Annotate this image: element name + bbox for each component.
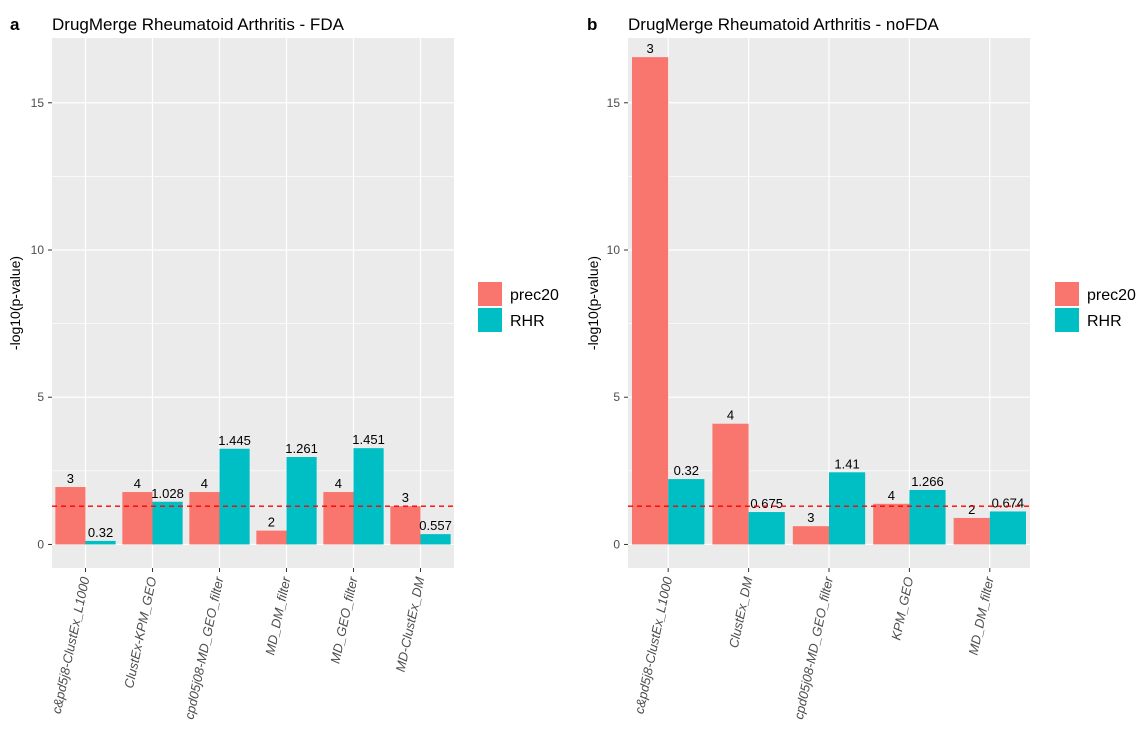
panel-label-a: a bbox=[10, 15, 20, 34]
bar-value-label: 0.675 bbox=[750, 496, 783, 511]
legend-swatch-prec20 bbox=[478, 282, 502, 306]
legend-swatch-rhr bbox=[478, 308, 502, 332]
bar-value-label: 1.028 bbox=[151, 486, 184, 501]
y-tick-label: 10 bbox=[31, 243, 45, 257]
bar-value-label: 4 bbox=[134, 476, 141, 491]
bar-value-label: 3 bbox=[402, 490, 409, 505]
bar-prec20 bbox=[953, 517, 990, 545]
bar-labels-a: 3 4 4 2 4 3 0.32 1.028 1.445 1.261 1.451 0.557 bbox=[67, 432, 452, 540]
plot-background-a bbox=[52, 38, 454, 568]
y-tick-label: 5 bbox=[37, 390, 44, 404]
x-axis-a: c&pd5j8-ClustEx_L1000 ClustEx-KPM_GEO cpd0… bbox=[49, 568, 428, 721]
bar-value-label: 1.445 bbox=[218, 433, 251, 448]
y-axis-label-b: -log10(p-value) bbox=[585, 256, 601, 350]
y-axis-a: 0 5 10 15 bbox=[31, 96, 52, 551]
legend-label-prec20: prec20 bbox=[1087, 287, 1136, 304]
x-tick-label: cpd05j08-MD_GEO_filter bbox=[791, 575, 836, 721]
bar-rhr bbox=[668, 479, 705, 545]
bar-prec20 bbox=[873, 503, 910, 545]
bar-prec20 bbox=[55, 487, 86, 545]
x-tick-label: ClustEx-KPM_GEO bbox=[121, 576, 159, 690]
bar-rhr bbox=[219, 448, 250, 545]
bar-value-label: 0.32 bbox=[674, 463, 699, 478]
y-tick-label: 10 bbox=[607, 243, 621, 257]
bar-value-label: 1.261 bbox=[285, 441, 318, 456]
bar-prec20 bbox=[323, 492, 354, 545]
bar-prec20 bbox=[122, 492, 153, 545]
bar-value-label: 0.674 bbox=[992, 495, 1025, 510]
bar-value-label: 4 bbox=[727, 408, 734, 423]
bar-value-label: 0.32 bbox=[88, 525, 113, 540]
bar-rhr bbox=[152, 501, 183, 545]
y-tick-label: 5 bbox=[613, 390, 620, 404]
bar-rhr bbox=[909, 489, 946, 545]
bar-value-label: 4 bbox=[201, 476, 208, 491]
chart-title-b: DrugMerge Rheumatoid Arthritis - noFDA bbox=[628, 15, 940, 34]
bar-rhr bbox=[748, 512, 785, 545]
bar-value-label: 1.266 bbox=[911, 474, 944, 489]
x-tick-label: MD_DM_filter bbox=[262, 575, 293, 656]
x-tick-label: MD_GEO_filter bbox=[327, 575, 360, 665]
bar-rhr bbox=[286, 456, 317, 545]
bar-value-label: 1.451 bbox=[352, 432, 385, 447]
x-axis-b: c&pd5j8-ClustEx_L1000 ClustEx_DM cpd05j08-… bbox=[631, 568, 997, 721]
bar-rhr bbox=[989, 511, 1026, 545]
x-tick-label: KPM_GEO bbox=[888, 576, 916, 642]
y-tick-label: 0 bbox=[37, 537, 44, 551]
legend-swatch-rhr bbox=[1055, 308, 1079, 332]
y-tick-label: 15 bbox=[31, 96, 45, 110]
chart-title-a: DrugMerge Rheumatoid Arthritis - FDA bbox=[52, 15, 345, 34]
chart-panel-b: b DrugMerge Rheumatoid Arthritis - noFDA… bbox=[585, 15, 1030, 721]
bar-value-label: 3 bbox=[807, 510, 814, 525]
bar-prec20 bbox=[256, 530, 287, 545]
panel-label-b: b bbox=[587, 15, 597, 34]
x-tick-label: MD-ClustEx_DM bbox=[393, 575, 428, 673]
legend-label-prec20: prec20 bbox=[510, 287, 559, 304]
y-axis-label-a: -log10(p-value) bbox=[7, 256, 23, 350]
bar-prec20 bbox=[792, 526, 829, 545]
bar-prec20 bbox=[632, 57, 669, 545]
chart-panel-a: a DrugMerge Rheumatoid Arthritis - FDA 3… bbox=[7, 15, 454, 721]
bars-b bbox=[632, 57, 1026, 545]
bar-prec20 bbox=[712, 423, 749, 545]
x-tick-label: MD_DM_filter bbox=[966, 575, 997, 656]
bar-value-label: 3 bbox=[67, 471, 74, 486]
bar-value-label: 4 bbox=[335, 476, 342, 491]
bar-value-label: 1.41 bbox=[834, 456, 859, 471]
x-tick-label: c&pd5j8-ClustEx_L1000 bbox=[631, 575, 675, 715]
bar-value-label: 2 bbox=[268, 515, 275, 530]
y-tick-label: 15 bbox=[607, 96, 621, 110]
y-tick-label: 0 bbox=[613, 537, 620, 551]
bar-prec20 bbox=[390, 506, 421, 545]
x-tick-label: c&pd5j8-ClustEx_L1000 bbox=[49, 575, 93, 715]
legend-label-rhr: RHR bbox=[510, 313, 545, 330]
bars-a bbox=[55, 448, 451, 545]
legend-a: prec20 RHR bbox=[478, 282, 559, 332]
bar-value-label: 3 bbox=[646, 41, 653, 56]
bar-prec20 bbox=[189, 492, 220, 545]
bar-rhr bbox=[420, 534, 451, 545]
legend-b: prec20 RHR bbox=[1055, 282, 1136, 332]
x-tick-label: ClustEx_DM bbox=[726, 575, 756, 649]
legend-swatch-prec20 bbox=[1055, 282, 1079, 306]
bar-value-label: 0.557 bbox=[419, 518, 452, 533]
legend-label-rhr: RHR bbox=[1087, 313, 1122, 330]
x-tick-label: cpd05j08-MD_GEO_filter bbox=[182, 575, 227, 721]
bar-value-label: 4 bbox=[888, 488, 895, 503]
bar-value-label: 2 bbox=[968, 502, 975, 517]
bar-rhr bbox=[829, 472, 866, 545]
bar-rhr bbox=[353, 448, 384, 545]
bar-rhr bbox=[85, 540, 116, 545]
y-axis-b: 0 5 10 15 bbox=[607, 96, 628, 551]
